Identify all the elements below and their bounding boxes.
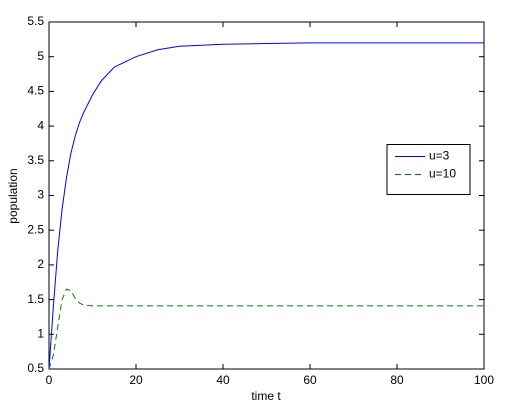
y-tick-label: 5.5 (27, 14, 44, 28)
x-tick-label: 80 (390, 373, 404, 387)
y-tick-label: 4 (37, 118, 44, 132)
y-tick-label: 5 (37, 49, 44, 63)
x-tick-label: 40 (216, 373, 230, 387)
legend-label: u=10 (429, 167, 456, 181)
legend-label: u=3 (429, 149, 450, 163)
y-tick-label: 4.5 (27, 84, 44, 98)
y-tick-label: 1 (37, 326, 44, 340)
y-tick-label: 0.5 (27, 361, 44, 375)
y-tick-label: 1.5 (27, 292, 44, 306)
y-tick-label: 2 (37, 257, 44, 271)
x-tick-label: 0 (46, 373, 53, 387)
y-tick-label: 2.5 (27, 222, 44, 236)
x-tick-label: 60 (303, 373, 317, 387)
legend-box (386, 144, 471, 195)
line-series (48, 288, 484, 370)
x-tick-label: 100 (474, 373, 494, 387)
line-series (48, 42, 484, 370)
y-tick-label: 3.5 (27, 153, 44, 167)
x-tick-label: 20 (129, 373, 143, 387)
y-tick-label: 3 (37, 188, 44, 202)
x-axis-label: time t (251, 389, 281, 403)
y-axis-label: population (6, 168, 20, 223)
